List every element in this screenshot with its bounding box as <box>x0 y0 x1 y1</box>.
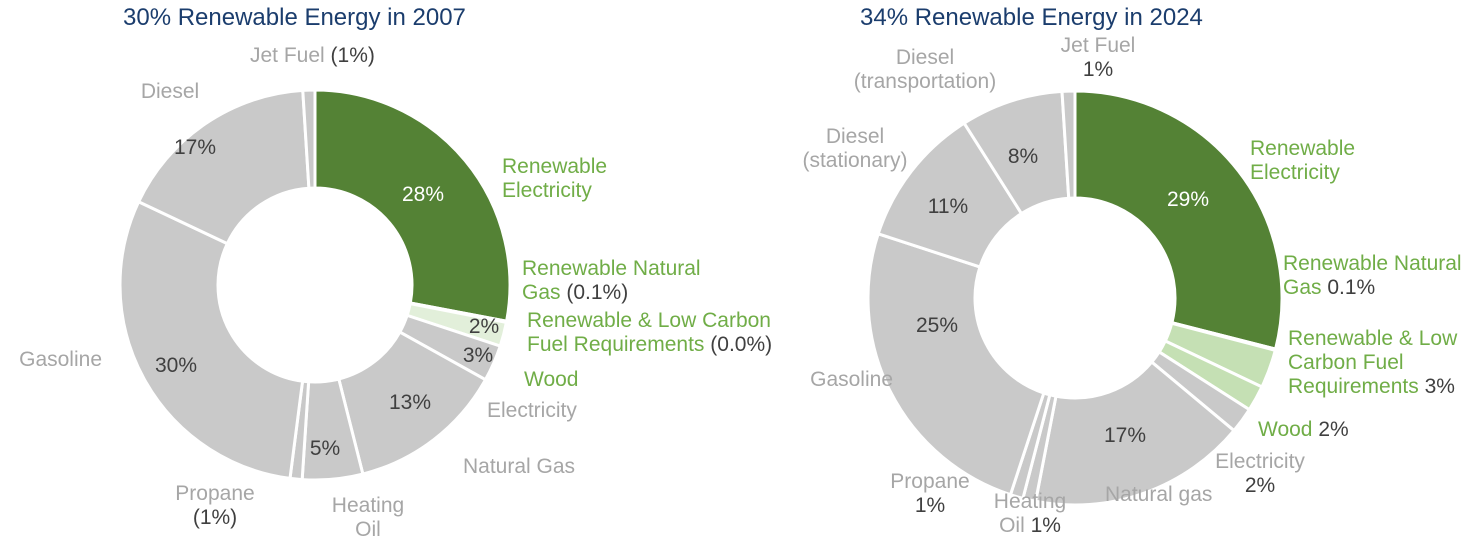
category-name: Wood <box>524 368 579 391</box>
slice-label: Electricity 2% <box>1200 450 1320 498</box>
value-label: 13% <box>388 391 432 414</box>
slice-label: Diesel (transportation) <box>835 46 1015 94</box>
chart-title: 34% Renewable Energy in 2024 <box>860 4 1203 31</box>
slice <box>301 88 317 190</box>
category-name: Electricity <box>487 399 577 422</box>
slice-label: Diesel <box>120 80 220 104</box>
value-label: 1% <box>914 494 946 517</box>
value-label: 1% <box>1030 514 1061 537</box>
value-label: (1%) <box>192 506 238 529</box>
category-name: Wood <box>1258 418 1313 441</box>
slice-label: Wood <box>524 368 624 392</box>
category-name: Diesel <box>140 80 200 103</box>
value-label: 2% <box>1318 418 1349 441</box>
slice-label: Wood 2% <box>1258 418 1378 442</box>
value-label: 0.1% <box>1327 276 1376 299</box>
slice-label: Renewable Natural Gas (0.1%) <box>522 257 722 305</box>
value-label: 17% <box>1103 424 1147 447</box>
slice-label: Natural gas <box>1105 483 1255 507</box>
slice <box>118 199 305 481</box>
value-label: 8% <box>1007 145 1039 168</box>
category-name: Renewable Natural Gas <box>522 257 701 304</box>
slice-label: Renewable Electricity <box>1250 137 1400 185</box>
category-name: Renewable & Low Carbon Fuel Requirements <box>527 309 771 356</box>
slice-label: Jet Fuel 1% <box>1048 34 1148 82</box>
slice-label: Renewable & Low Carbon Fuel Requirements… <box>527 309 797 357</box>
value-label: 29% <box>1166 188 1210 211</box>
value-label: (0.1%) <box>566 281 629 304</box>
category-name: Heating Oil <box>331 494 405 541</box>
value-label: 1% <box>1082 58 1114 81</box>
value-label: 25% <box>915 314 959 337</box>
category-name: Diesel (transportation) <box>853 46 997 93</box>
category-name: Renewable & Low Carbon Fuel Requirements <box>1288 327 1458 398</box>
slice-label: Gasoline <box>770 368 893 392</box>
slice <box>313 88 512 323</box>
category-name: Heating Oil <box>993 490 1067 537</box>
slice <box>136 88 311 246</box>
value-label: 3% <box>1424 375 1455 398</box>
category-name: Natural gas <box>1105 483 1213 506</box>
category-name: Renewable Electricity <box>502 155 608 202</box>
slice-label: Natural Gas <box>463 455 613 479</box>
slice-label: Heating Oil 1% <box>980 490 1080 538</box>
value-label: 17% <box>173 136 217 159</box>
slice <box>1060 89 1077 200</box>
category-name: Electricity <box>1215 450 1305 473</box>
category-name: Diesel (stationary) <box>802 125 908 172</box>
category-name: Natural Gas <box>463 455 576 478</box>
slice-label: Renewable Electricity <box>502 155 652 203</box>
category-name: Propane <box>890 470 970 493</box>
value-label: 3% <box>462 344 494 367</box>
category-name: Jet Fuel <box>250 44 325 67</box>
slice-label: Jet Fuel (1%) <box>250 44 410 68</box>
value-label: 28% <box>401 183 445 206</box>
value-label: 11% <box>927 195 969 218</box>
value-label: 2% <box>468 315 500 338</box>
slice-label: Propane 1% <box>880 470 980 518</box>
chart-title: 30% Renewable Energy in 2007 <box>123 4 466 31</box>
category-name: Renewable Natural Gas <box>1283 252 1462 299</box>
value-label: (0.0%) <box>710 333 773 356</box>
value-label: 30% <box>154 354 198 377</box>
slice-label: Heating Oil <box>318 494 418 542</box>
category-name: Propane <box>175 482 255 505</box>
slice-label: Gasoline <box>0 348 102 372</box>
slice-label: Electricity <box>487 399 607 423</box>
category-name: Gasoline <box>19 348 102 371</box>
slice-label: Renewable Natural Gas 0.1% <box>1283 252 1473 300</box>
slice <box>1073 89 1284 351</box>
slice <box>866 231 1046 497</box>
slice-label: Diesel (stationary) <box>785 125 925 173</box>
value-label: 5% <box>309 437 341 460</box>
category-name: Gasoline <box>810 368 893 391</box>
slice <box>1033 359 1237 507</box>
value-label: 2% <box>1244 474 1276 497</box>
value-label: (1%) <box>330 44 375 67</box>
slice-label: Propane (1%) <box>165 482 265 530</box>
category-name: Renewable Electricity <box>1250 137 1356 184</box>
category-name: Jet Fuel <box>1060 34 1136 57</box>
slice-label: Renewable & Low Carbon Fuel Requirements… <box>1288 327 1473 399</box>
